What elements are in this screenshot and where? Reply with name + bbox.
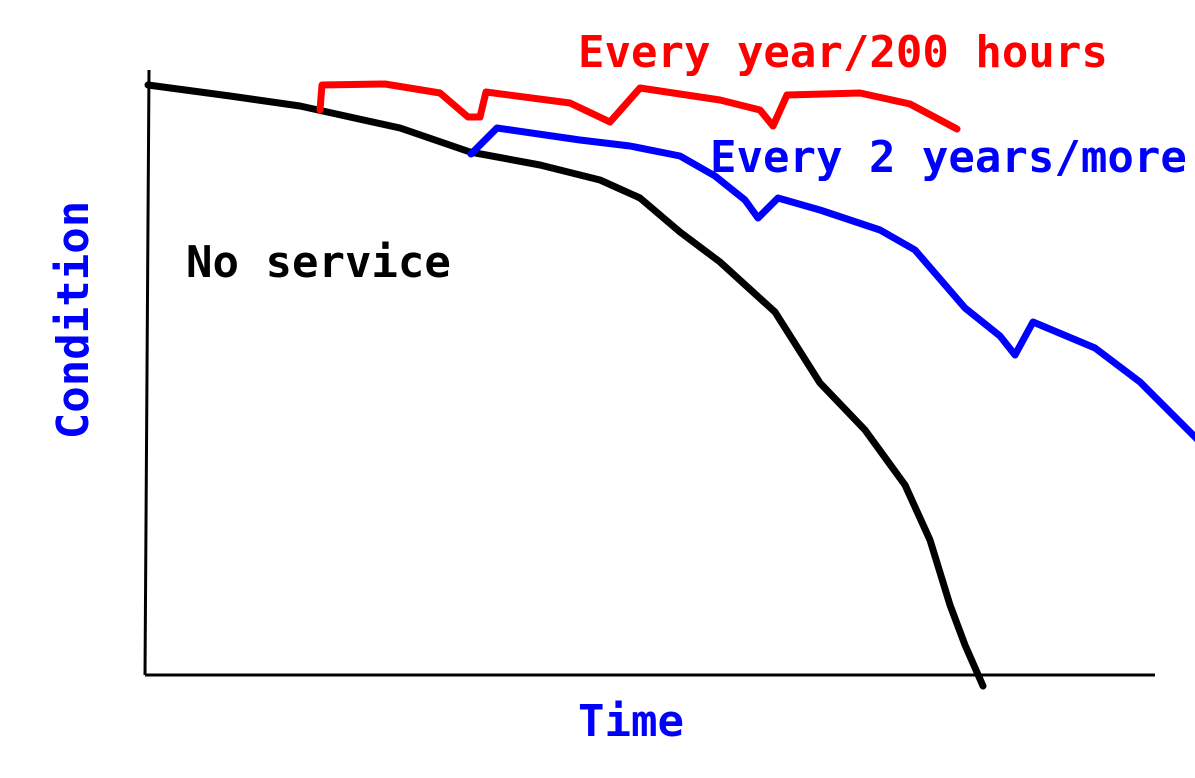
biennial-label: Every 2 years/more bbox=[710, 132, 1187, 183]
biennial-service-curve bbox=[467, 124, 1195, 442]
no-service-label: No service bbox=[186, 237, 451, 288]
x-axis-title: Time bbox=[578, 696, 684, 747]
y-axis bbox=[143, 69, 151, 676]
yearly-label: Every year/200 hours bbox=[578, 27, 1108, 78]
yearly-service-curve bbox=[316, 80, 961, 133]
y-axis-title: Condition bbox=[48, 201, 99, 439]
no-service-curve bbox=[144, 81, 987, 690]
